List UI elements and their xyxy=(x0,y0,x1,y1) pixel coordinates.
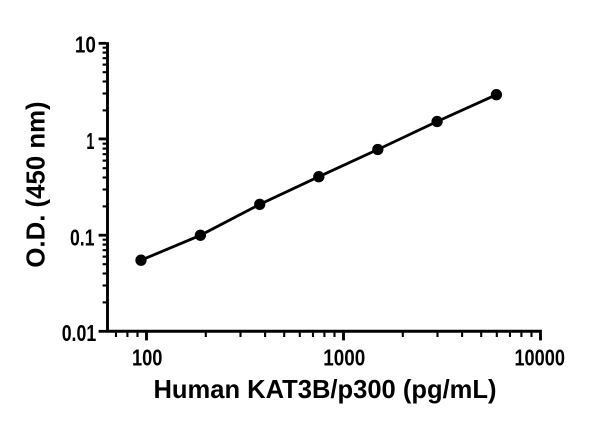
svg-text:0.1: 0.1 xyxy=(70,225,95,251)
svg-text:O.D. (450 nm): O.D. (450 nm) xyxy=(23,101,51,267)
svg-text:1000: 1000 xyxy=(323,345,365,371)
svg-text:10000: 10000 xyxy=(514,345,565,371)
svg-text:1: 1 xyxy=(86,128,94,154)
svg-text:10: 10 xyxy=(75,32,96,58)
svg-text:Human KAT3B/p300 (pg/mL): Human KAT3B/p300 (pg/mL) xyxy=(153,376,496,404)
svg-text:100: 100 xyxy=(132,345,163,371)
svg-text:0.01: 0.01 xyxy=(62,320,97,346)
